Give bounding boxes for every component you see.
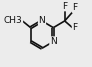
Text: F: F xyxy=(72,3,78,12)
Text: N: N xyxy=(39,16,45,25)
Text: CH3: CH3 xyxy=(4,16,22,25)
Text: N: N xyxy=(50,37,57,46)
Text: F: F xyxy=(62,2,67,11)
Text: F: F xyxy=(72,23,78,32)
